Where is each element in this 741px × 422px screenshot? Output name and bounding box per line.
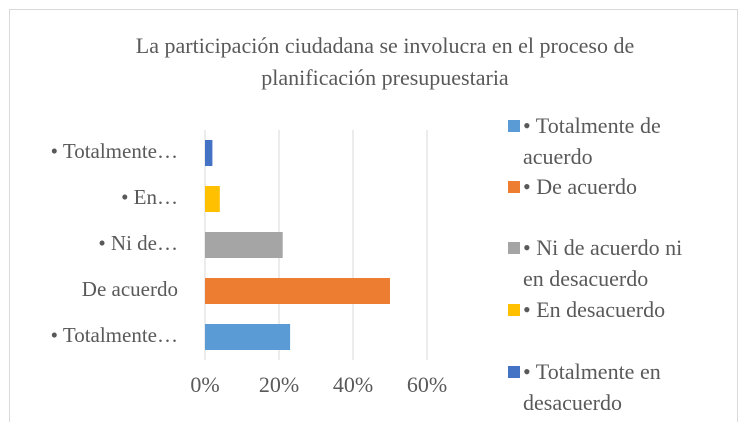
chart-border [9,9,738,422]
bar [205,278,390,304]
chart-title: La participación ciudadana se involucra … [135,33,635,90]
legend-label: • Totalmente en desacuerdo [523,359,661,415]
y-tick-label: • Ni de… [98,231,178,255]
x-tick-label: 20% [259,372,299,397]
legend-label: • De acuerdo [523,174,637,199]
legend-label: • En desacuerdo [523,297,666,322]
y-tick-label: • En… [121,185,178,209]
y-tick-label: • Totalmente… [51,139,178,163]
x-tick-label: 40% [333,372,373,397]
legend-item: • Totalmente de acuerdo [508,110,708,172]
y-tick-label: De acuerdo [82,277,178,301]
x-tick-label: 60% [407,372,447,397]
bar [205,324,291,350]
legend-item: • En desacuerdo [508,294,708,325]
legend-item: • Ni de acuerdo ni en desacuerdo [508,232,708,294]
y-tick-label: • Totalmente… [51,323,178,347]
legend-item: • De acuerdo [508,171,708,202]
bar [205,140,213,166]
legend-item: • Totalmente en desacuerdo [508,356,708,418]
legend-swatch [508,366,520,378]
legend-swatch [508,304,520,316]
bar [205,232,283,258]
x-tick-label: 0% [190,372,219,397]
legend-swatch [508,120,520,132]
legend-label: • Ni de acuerdo ni en desacuerdo [523,235,683,291]
legend-label: • Totalmente de acuerdo [523,113,661,169]
bar [205,186,220,212]
legend-swatch [508,242,520,254]
legend-swatch [508,181,520,193]
